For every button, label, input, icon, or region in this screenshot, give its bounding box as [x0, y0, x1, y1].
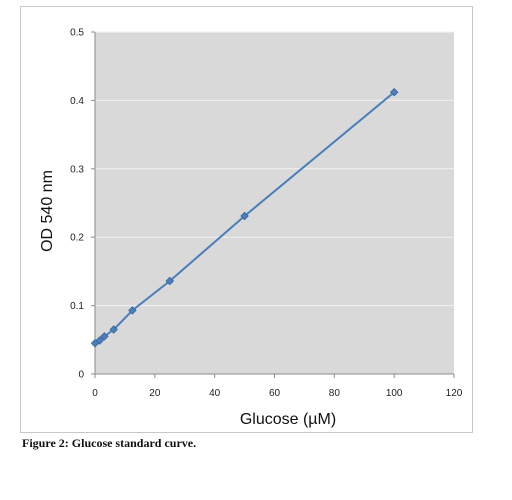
x-tick-label-4: 80: [329, 388, 341, 399]
series-layer: [90, 87, 399, 348]
x-axis-title: Glucose (µM): [240, 411, 336, 428]
x-tick-label-1: 20: [149, 388, 161, 399]
y-tick-label-0: 0: [78, 370, 84, 381]
x-tick-labels: 0 20 40 60 80 100 120: [92, 388, 463, 399]
x-tick-label-6: 120: [446, 388, 463, 399]
figure-caption: Figure 2: Glucose standard curve.: [22, 436, 197, 450]
gridlines: [95, 31, 454, 307]
data-point-7: [389, 87, 399, 97]
y-tick-label-3: 0.3: [70, 164, 84, 175]
x-tick-label-2: 40: [209, 388, 221, 399]
x-tick-label-5: 100: [386, 388, 403, 399]
y-axis-title: OD 540 nm: [39, 170, 56, 252]
y-tick-label-5: 0.5: [70, 28, 84, 39]
data-point-1: [95, 336, 104, 345]
data-point-4: [128, 306, 137, 315]
y-tick-label-1: 0.1: [70, 301, 84, 312]
x-tick-label-3: 60: [269, 388, 281, 399]
y-tick-label-4: 0.4: [70, 96, 84, 107]
y-tick-labels: 0 0.1 0.2 0.3 0.4 0.5: [70, 28, 84, 381]
plot-area: [95, 32, 454, 374]
x-tick-label-0: 0: [92, 388, 98, 399]
data-point-6: [240, 211, 249, 221]
data-point-3: [109, 325, 118, 334]
axes: [91, 31, 455, 378]
data-point-5: [165, 276, 175, 286]
data-point-2: [100, 332, 109, 341]
y-tick-label-2: 0.2: [70, 233, 84, 244]
